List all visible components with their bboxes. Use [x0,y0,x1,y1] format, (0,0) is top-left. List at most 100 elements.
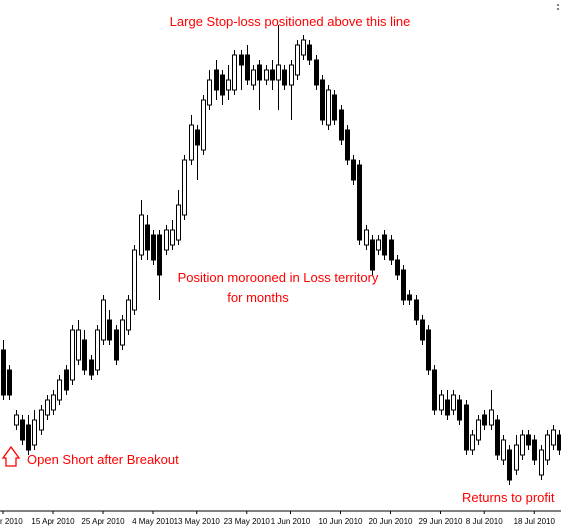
candle-body [401,269,406,301]
candle-body [495,419,500,456]
candle-body [226,79,231,91]
candle-body [251,69,256,86]
candle-body [439,394,444,411]
x-tick-label: 29 Jun 2010 [418,517,463,526]
x-tick-label: 8 Jul 2010 [466,517,503,526]
candle-body [120,319,125,346]
candle-body [76,329,81,361]
candle-body [157,234,162,276]
x-tick-label: 1 Jun 2010 [271,517,311,526]
arrow-icon [1,445,21,467]
candle-body [114,329,119,361]
candle-body [239,54,244,66]
candle-body [20,419,25,441]
candle-body [557,434,561,451]
candle-body [539,449,544,476]
candle-body [376,239,381,251]
candle-body [170,229,175,246]
candle-body [207,79,212,106]
candle-body [145,224,150,251]
candle-body [139,214,144,256]
candle-body [70,329,75,381]
annotation: Position morooned in Loss territory [178,270,379,285]
candle-body [357,164,362,241]
candle-body [420,319,425,341]
candle-body [464,404,469,451]
candle-body [151,234,156,261]
x-tick-label: 20 Jun 2010 [368,517,413,526]
candle-body [414,299,419,321]
candle-body [51,394,56,411]
candle-body [195,129,200,146]
candle-body [501,439,506,461]
candle-body [482,414,487,426]
candle-body [164,229,169,251]
candle-body [426,329,431,371]
candle-body [57,379,62,401]
candle-body [1,349,6,396]
x-tick-label: r 2010 [0,517,23,526]
candle-body [432,369,437,411]
candle-body [526,434,531,446]
candle-body [39,409,44,431]
candle-body [126,299,131,331]
candle-body [445,399,450,416]
candle-body [407,294,412,301]
candle-body [201,99,206,151]
candle-body [332,94,337,121]
candle-body [451,394,456,411]
candle-body [382,234,387,256]
candle-body [551,429,556,446]
candle-body [301,39,306,56]
candle-body [26,424,31,451]
x-tick-label: 4 May 2010 [132,517,174,526]
x-tick-label: 10 Jun 2010 [318,517,363,526]
candle-body [351,159,356,181]
candle-body [514,444,519,471]
candle-body [14,414,19,426]
x-tick-label: 23 May 2010 [224,517,271,526]
candle-body [64,369,69,391]
candle-body [532,439,537,461]
x-tick-label: 13 May 2010 [174,517,221,526]
candle-body [176,204,181,241]
candle-body [395,259,400,276]
candle-body [470,434,475,451]
candle-body [320,79,325,121]
annotation: Large Stop-loss positioned above this li… [170,14,411,29]
candle-body [189,124,194,161]
candle-body [7,369,12,396]
annotation: for months [227,290,289,305]
candle-body [214,69,219,91]
candle-body [389,239,394,261]
candle-body [507,449,512,481]
candle-body [295,44,300,76]
candle-body [270,69,275,81]
candle-body [132,249,137,311]
x-tick-label: 25 Apr 2010 [81,517,125,526]
candle-body [232,54,237,91]
candle-body [520,434,525,456]
candle-body [32,419,37,446]
candle-body [489,409,494,426]
candle-body [107,319,112,341]
candle-body [545,434,550,461]
candle-body [95,329,100,371]
candle-body [339,109,344,141]
candle-body [345,129,350,161]
candle-body [307,44,312,61]
candle-body [89,359,94,376]
candle-body [101,299,106,341]
candle-body [45,399,50,416]
x-tick-label: 15 Apr 2010 [31,517,75,526]
candle-body [245,54,250,81]
candle-body [257,64,262,81]
candle-body [364,229,369,246]
annotation: Open Short after Breakout [27,452,179,467]
candle-body [264,69,269,81]
candle-body [182,159,187,216]
candle-body [370,239,375,271]
candle-body [289,64,294,86]
x-tick-label: 18 Jul 2010 [514,517,556,526]
